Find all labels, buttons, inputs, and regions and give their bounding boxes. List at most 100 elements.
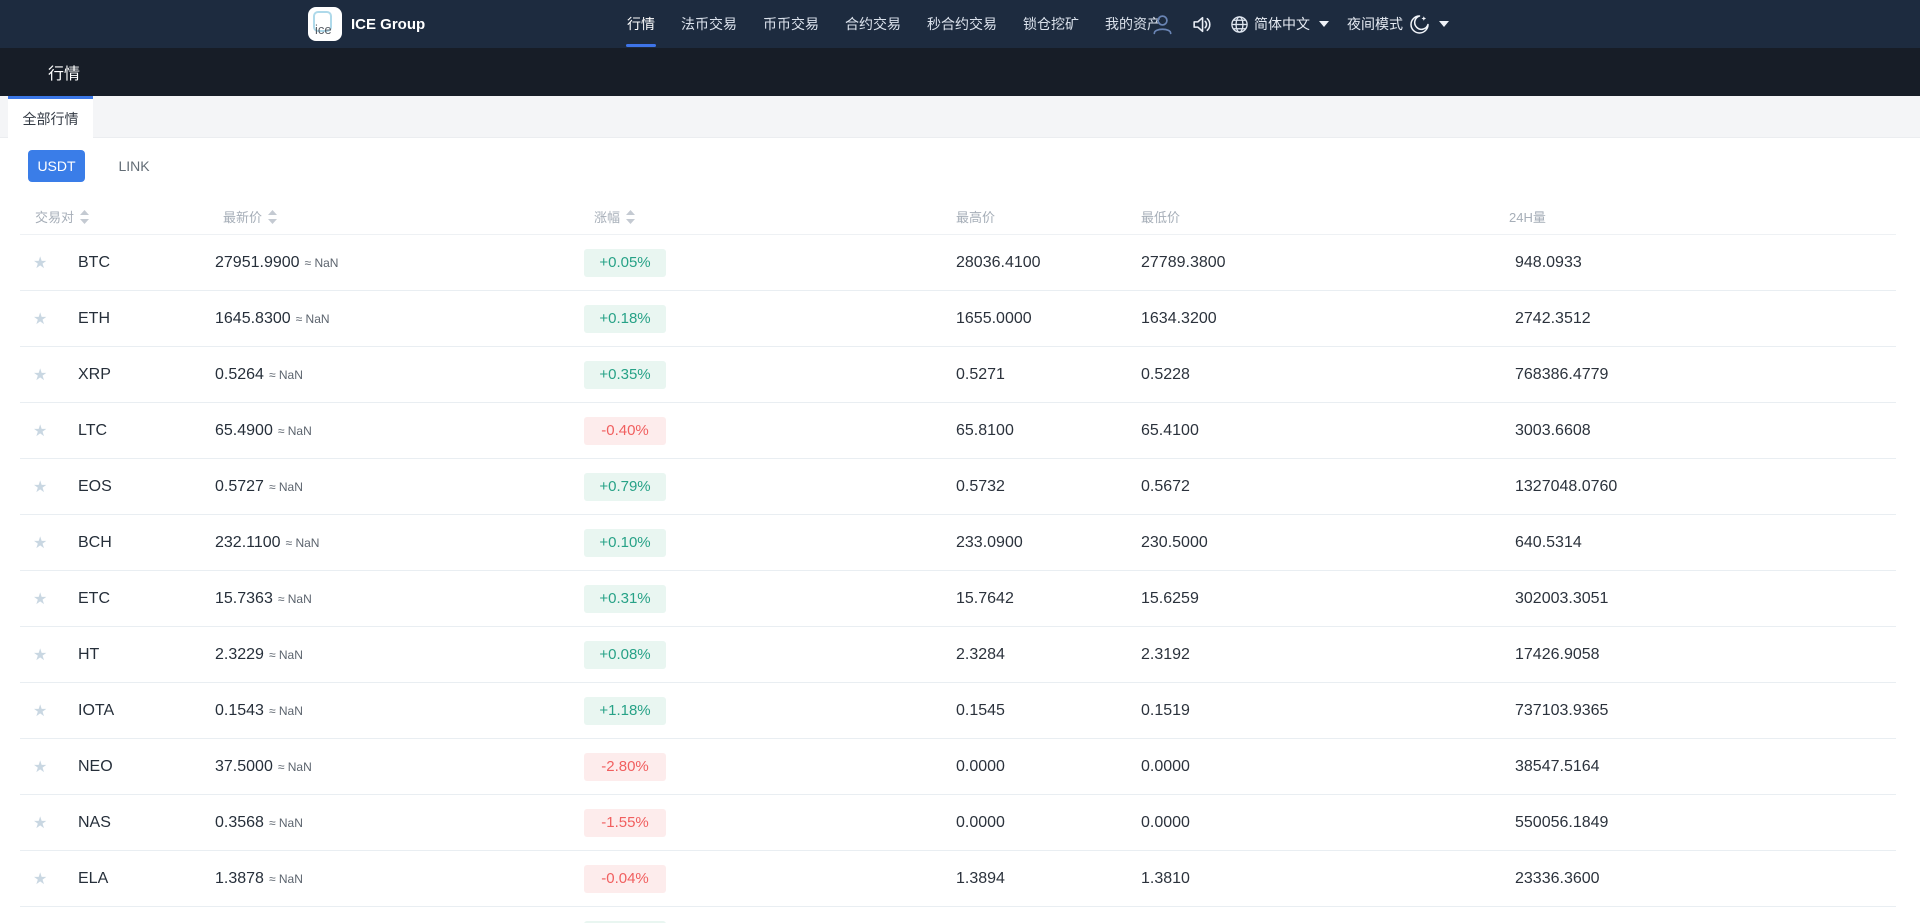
- favorite-star-icon[interactable]: ★: [33, 422, 48, 440]
- approx-fiat-value: ≈ NaN: [268, 815, 303, 830]
- approx-fiat-value: ≈ NaN: [277, 591, 312, 606]
- favorite-star-icon[interactable]: ★: [33, 254, 48, 272]
- change-badge: +0.79%: [584, 472, 666, 501]
- tab-strip: 全部行情: [0, 96, 1920, 138]
- language-selector[interactable]: 简体中文: [1230, 14, 1329, 34]
- price-value: 0.1543: [215, 701, 264, 719]
- table-row[interactable]: ★ BTC 27951.9900 ≈ NaN +0.05% 28036.4100 27789…: [20, 235, 1896, 291]
- table-row[interactable]: ★ NEO 37.5000 ≈ NaN -2.80% 0.0000 0.0000 38547.…: [20, 739, 1896, 795]
- high-price: 2.3284: [956, 645, 1005, 663]
- user-icon[interactable]: [1152, 14, 1173, 35]
- page-title: 行情: [48, 66, 81, 83]
- latest-price: 232.1100 ≈ NaN: [215, 534, 319, 552]
- change-badge: +0.10%: [584, 528, 666, 557]
- table-row[interactable]: ★ EOS 0.5727 ≈ NaN +0.79% 0.5732 0.5672 1327048…: [20, 459, 1896, 515]
- table-row-partial[interactable]: [20, 907, 1896, 923]
- low-price: 0.0000: [1141, 757, 1190, 775]
- sort-icon[interactable]: [626, 209, 636, 224]
- volume-24h: 550056.1849: [1515, 813, 1609, 831]
- pair-name: NEO: [78, 757, 113, 775]
- nav-item-3[interactable]: 合约交易: [845, 16, 901, 32]
- approx-fiat-value: ≈ NaN: [268, 479, 303, 494]
- price-value: 27951.9900: [215, 253, 300, 271]
- table-row[interactable]: ★ BCH 232.1100 ≈ NaN +0.10% 233.0900 230.5000 6…: [20, 515, 1896, 571]
- table-row[interactable]: ★ ETC 15.7363 ≈ NaN +0.31% 15.7642 15.6259 3020…: [20, 571, 1896, 627]
- tab-all-markets[interactable]: 全部行情: [8, 96, 93, 138]
- favorite-star-icon[interactable]: ★: [33, 814, 48, 832]
- favorite-star-icon[interactable]: ★: [33, 702, 48, 720]
- change-badge: +0.08%: [584, 640, 666, 669]
- nav-item-1[interactable]: 法币交易: [681, 16, 737, 32]
- page-title-bar: 行情: [0, 48, 1920, 96]
- favorite-star-icon[interactable]: ★: [33, 366, 48, 384]
- volume-24h: 17426.9058: [1515, 645, 1600, 663]
- low-price: 230.5000: [1141, 533, 1208, 551]
- change-badge: -2.80%: [584, 752, 666, 781]
- sort-icon[interactable]: [268, 209, 278, 224]
- table-row[interactable]: ★ HT 2.3229 ≈ NaN +0.08% 2.3284 2.3192 17426.90…: [20, 627, 1896, 683]
- change-badge: -0.40%: [584, 416, 666, 445]
- low-price: 2.3192: [1141, 645, 1190, 663]
- chevron-down-icon: [1319, 21, 1329, 27]
- favorite-star-icon[interactable]: ★: [33, 590, 48, 608]
- high-price: 233.0900: [956, 533, 1023, 551]
- pair-name: ETC: [78, 589, 110, 607]
- table-row[interactable]: ★ ETH 1645.8300 ≈ NaN +0.18% 1655.0000 1634.32…: [20, 291, 1896, 347]
- volume-24h: 640.5314: [1515, 533, 1582, 551]
- table-body: ★ BTC 27951.9900 ≈ NaN +0.05% 28036.4100 27789…: [20, 235, 1896, 923]
- night-mode-toggle[interactable]: 夜间模式: [1347, 13, 1449, 35]
- filter-link-button[interactable]: LINK: [106, 150, 162, 182]
- favorite-star-icon[interactable]: ★: [33, 758, 48, 776]
- low-price: 1.3810: [1141, 869, 1190, 887]
- favorite-star-icon[interactable]: ★: [33, 870, 48, 888]
- price-value: 37.5000: [215, 757, 273, 775]
- logo-frame-icon: [313, 11, 332, 32]
- pair-name: BTC: [78, 253, 110, 271]
- price-value: 1645.8300: [215, 309, 291, 327]
- filter-usdt-button[interactable]: USDT: [28, 150, 85, 182]
- column-header-0[interactable]: 交易对: [35, 198, 90, 235]
- nav-item-5[interactable]: 锁仓挖矿: [1023, 16, 1079, 32]
- favorite-star-icon[interactable]: ★: [33, 646, 48, 664]
- nav-item-4[interactable]: 秒合约交易: [927, 16, 997, 32]
- column-header-1[interactable]: 最新价: [223, 198, 278, 235]
- favorite-star-icon[interactable]: ★: [33, 310, 48, 328]
- table-row[interactable]: ★ NAS 0.3568 ≈ NaN -1.55% 0.0000 0.0000 550056.…: [20, 795, 1896, 851]
- nav-item-2[interactable]: 币币交易: [763, 16, 819, 32]
- high-price: 28036.4100: [956, 253, 1041, 271]
- nav-right-cluster: 简体中文 夜间模式: [1152, 0, 1449, 48]
- column-header-2[interactable]: 涨幅: [594, 198, 636, 235]
- low-price: 0.0000: [1141, 813, 1190, 831]
- pair-name: ELA: [78, 869, 109, 887]
- volume-24h: 1327048.0760: [1515, 477, 1618, 495]
- favorite-star-icon[interactable]: ★: [33, 478, 48, 496]
- nav-item-0[interactable]: 行情: [627, 0, 655, 48]
- column-header-label: 24H量: [1509, 210, 1546, 225]
- low-price: 0.5228: [1141, 365, 1190, 383]
- low-price: 0.1519: [1141, 701, 1190, 719]
- sort-icon[interactable]: [80, 209, 90, 224]
- pair-name: LTC: [78, 421, 108, 439]
- latest-price: 1.3878 ≈ NaN: [215, 870, 303, 888]
- price-value: 1.3878: [215, 869, 264, 887]
- change-badge: -0.04%: [584, 864, 666, 893]
- high-price: 0.5271: [956, 365, 1005, 383]
- brand[interactable]: ice ICE Group: [308, 0, 425, 48]
- approx-fiat-value: ≈ NaN: [304, 255, 339, 270]
- table-row[interactable]: ★ XRP 0.5264 ≈ NaN +0.35% 0.5271 0.5228 768386.…: [20, 347, 1896, 403]
- latest-price: 0.5727 ≈ NaN: [215, 478, 303, 496]
- change-badge: +0.35%: [584, 360, 666, 389]
- table-row[interactable]: ★ LTC 65.4900 ≈ NaN -0.40% 65.8100 65.4100 3003…: [20, 403, 1896, 459]
- table-row[interactable]: ★ IOTA 0.1543 ≈ NaN +1.18% 0.1545 0.1519 737103…: [20, 683, 1896, 739]
- favorite-star-icon[interactable]: ★: [33, 534, 48, 552]
- column-header-5: 24H量: [1509, 198, 1546, 235]
- high-price: 15.7642: [956, 589, 1014, 607]
- quote-filters: USDT LINK: [0, 138, 1920, 198]
- announcement-speaker-icon[interactable]: [1191, 14, 1212, 35]
- nav-item-6[interactable]: 我的资产: [1105, 16, 1161, 32]
- change-badge: +0.31%: [584, 584, 666, 613]
- column-header-label: 最新价: [223, 210, 263, 225]
- logo-text: ice: [315, 22, 332, 37]
- table-row[interactable]: ★ ELA 1.3878 ≈ NaN -0.04% 1.3894 1.3810 23336.3…: [20, 851, 1896, 907]
- markets-table: 交易对 最新价 涨幅 最高价 最低价 24H量 ★ BTC 27951.9900 ≈ NaN +0…: [20, 198, 1896, 923]
